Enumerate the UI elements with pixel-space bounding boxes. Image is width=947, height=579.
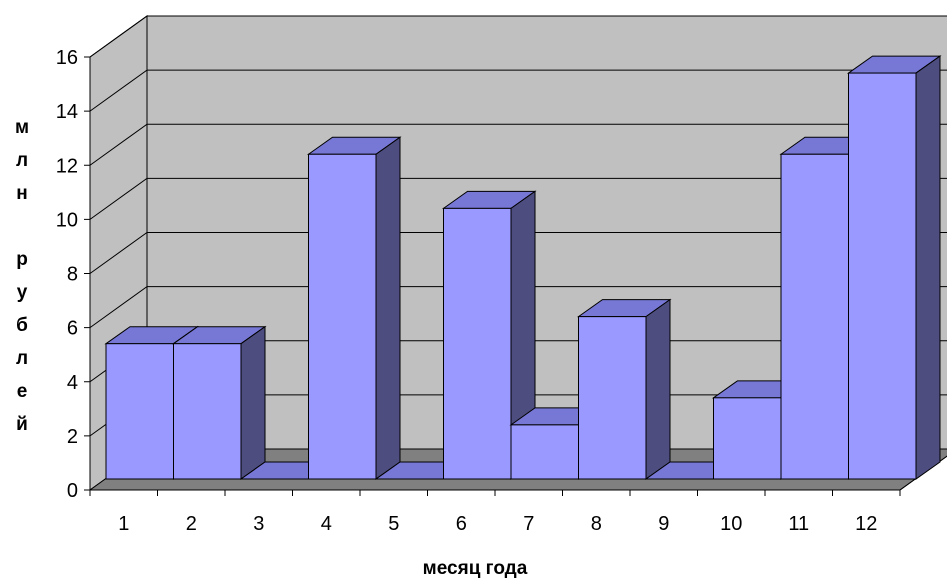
bar-front [308,153,377,480]
y-tick-label: 0 [67,480,78,502]
bar-side [240,325,266,480]
y-tick-label: 12 [56,155,78,177]
x-tick-label: 3 [253,513,264,535]
y-tick-label: 6 [67,318,78,340]
gridline [89,232,947,274]
y-tick-label: 10 [56,209,78,231]
bar-side [915,55,941,480]
x-axis-label: месяц года [423,558,528,579]
bar-front [105,343,174,480]
x-tick-labels: 1 2 3 4 5 6 7 8 9 10 11 12 [118,513,877,535]
bar-side [645,298,671,480]
x-tick-label: 1 [118,513,129,535]
bar-12 [846,55,942,480]
y-axis-label-char: б [16,315,28,336]
y-axis-label-char: л [16,150,28,171]
gridline [89,177,947,220]
y-tick-label: 8 [67,264,78,286]
bar-front [780,153,849,480]
gridline [89,286,947,329]
y-tick-label: 16 [56,47,78,69]
y-tick-label: 14 [56,101,78,123]
x-tick-label: 5 [388,513,399,535]
y-axis-label-char: й [16,414,28,435]
gridline [89,15,947,58]
bar-1 [104,325,200,480]
bar-4 [306,136,402,480]
y-tick-label: 2 [67,426,78,448]
bar-front [848,72,917,480]
x-tick-label: 12 [855,513,877,535]
y-axis-label-char: е [17,381,28,402]
y-axis-label-char: л [16,348,28,369]
gridline [89,123,947,166]
bar-front [173,343,242,480]
y-axis-label-char: м [15,117,29,138]
bar-2 [171,325,267,480]
x-tick-label: 8 [591,513,602,535]
x-tick-label: 6 [456,513,467,535]
y-tick-labels: 0 2 4 6 8 10 12 14 16 [56,47,78,502]
x-tick-label: 4 [321,513,332,535]
y-tick-label: 4 [67,372,78,394]
bar-6 [441,190,537,480]
x-tick-label: 9 [658,513,669,535]
bar-front [443,207,512,480]
bar-front [510,424,579,480]
axes [84,56,947,496]
y-axis-label-char: н [16,183,27,204]
x-tick-label: 11 [788,513,809,535]
y-axis-label-char: р [16,249,28,270]
gridline [89,69,947,112]
bar-side [375,136,401,480]
bar-8 [576,298,672,480]
x-tick-label: 10 [720,513,742,535]
bars [104,55,942,480]
bar-front [713,397,782,480]
x-tick-label: 2 [186,513,197,535]
y-axis-label-char: у [17,282,28,303]
x-tick-label: 7 [523,513,534,535]
bar-front [578,316,647,480]
